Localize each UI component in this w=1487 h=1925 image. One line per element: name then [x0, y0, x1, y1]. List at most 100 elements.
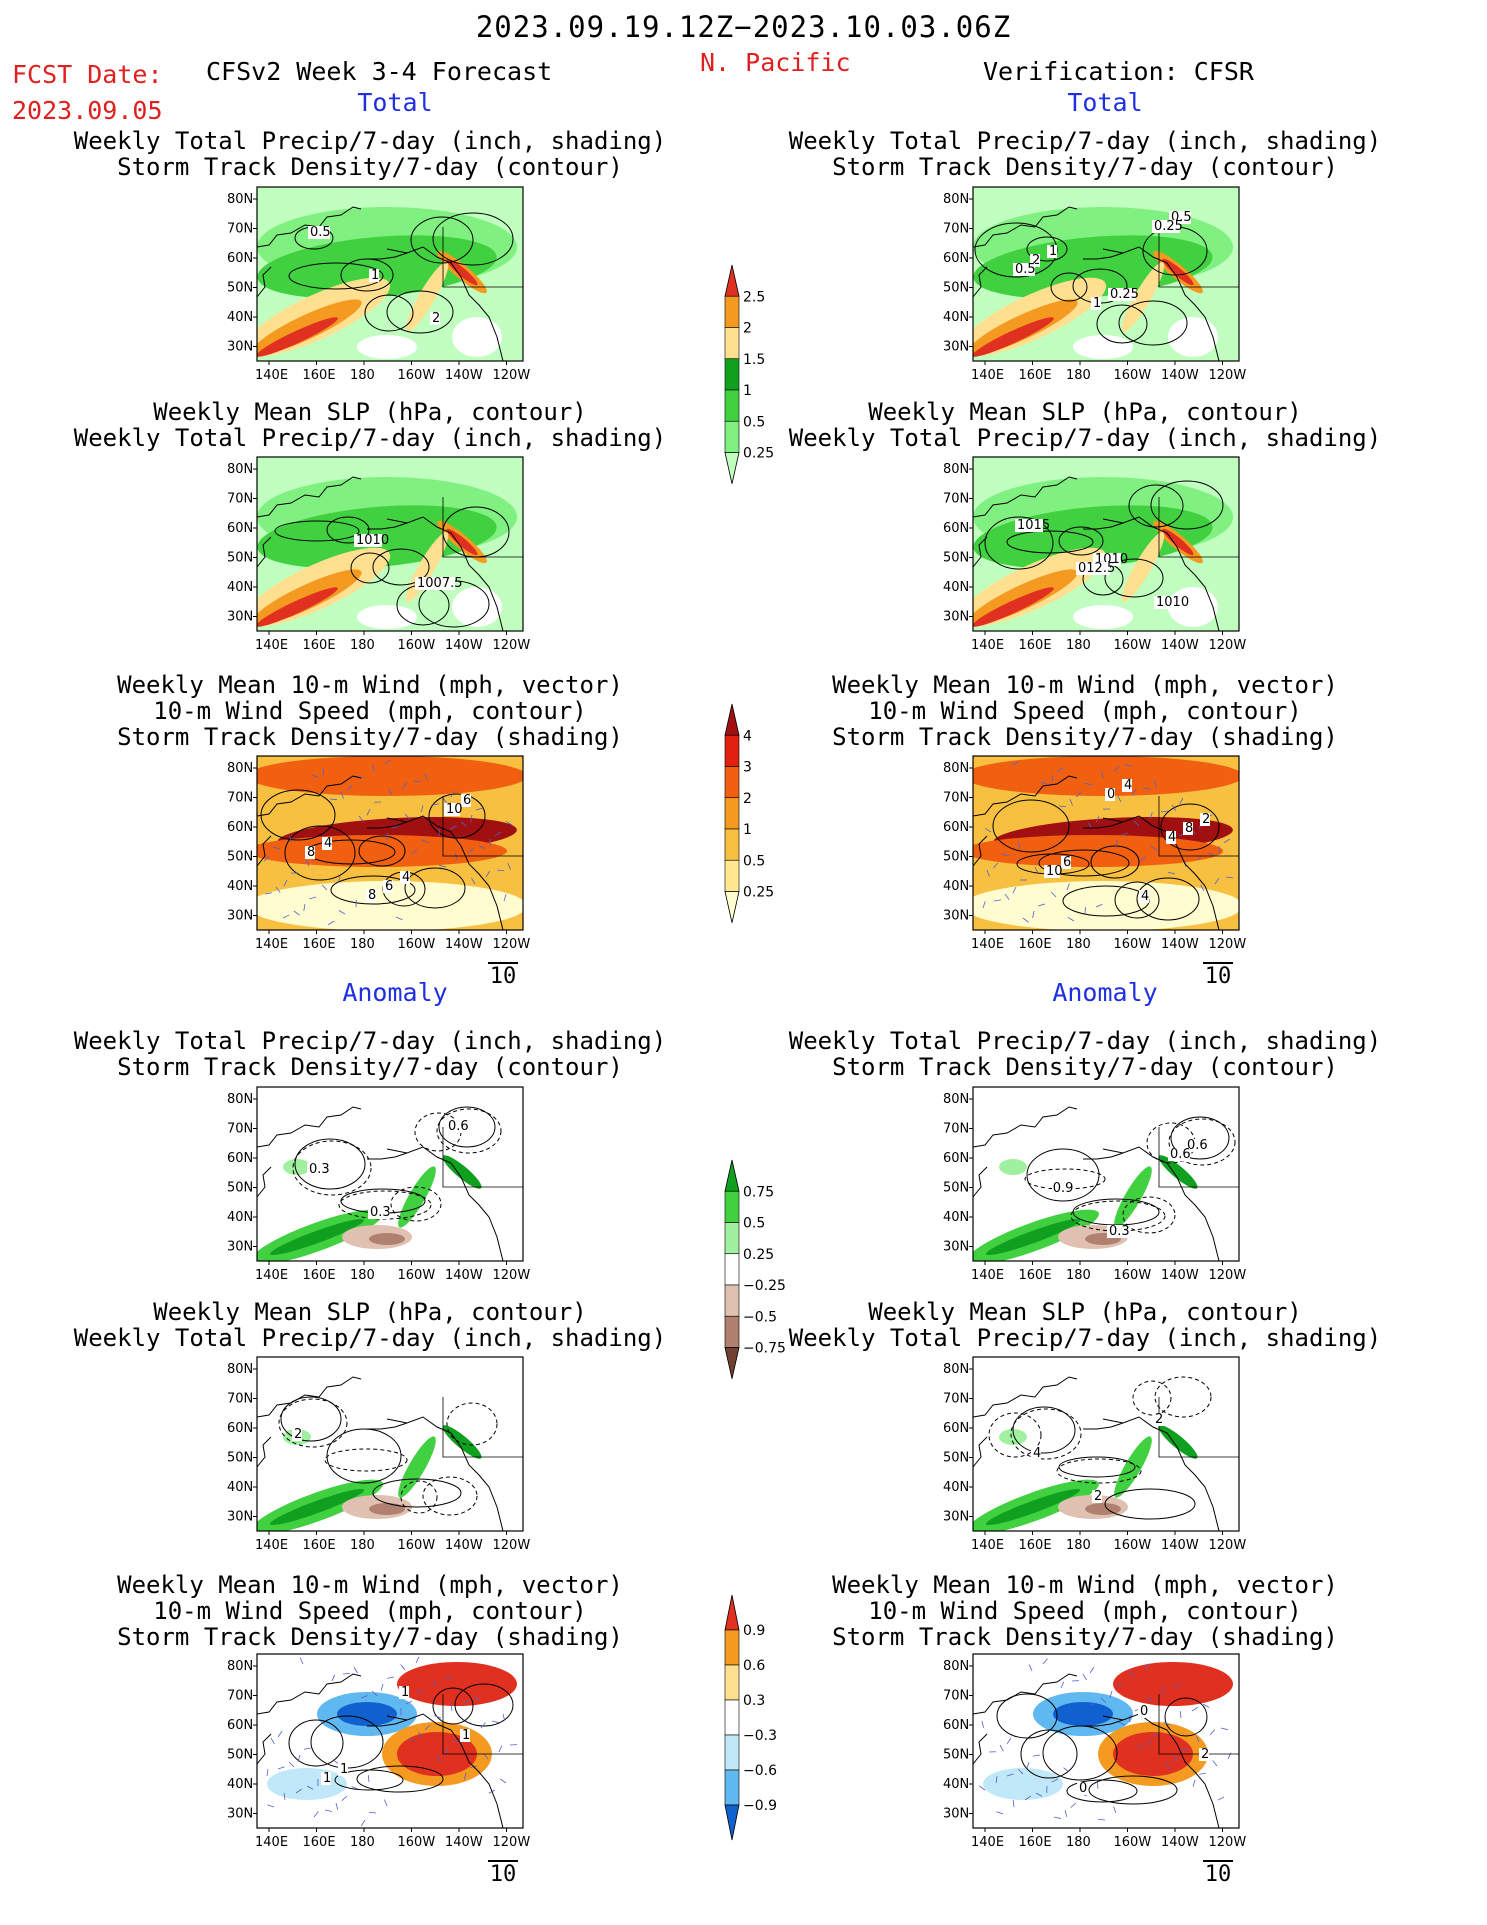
- wind-vector: [996, 1811, 1004, 1815]
- colorbar-segment: [724, 1629, 740, 1666]
- coastline-alaska: [1102, 1713, 1220, 1828]
- y-tick-label: 80N: [227, 462, 253, 477]
- contour-label-bg: [1108, 288, 1136, 301]
- wind-vector: [439, 865, 447, 868]
- coastline-alaska: [386, 1416, 504, 1531]
- wind-vector: [1212, 1760, 1218, 1767]
- coastline-japan: [973, 1436, 988, 1468]
- wind-vector: [1162, 1687, 1165, 1695]
- x-tick-label: 140W: [445, 1835, 483, 1850]
- aleutian-chain: [1083, 1422, 1124, 1430]
- contour-line: [1058, 1456, 1136, 1478]
- map-field: [257, 1357, 523, 1531]
- y-tick-label: 60N: [227, 251, 253, 266]
- wind-vector: [1076, 791, 1082, 798]
- colorbar-segment: [724, 1769, 740, 1806]
- wind-vector: [1034, 866, 1039, 874]
- wind-vector: [1100, 1697, 1107, 1704]
- wind-vector: [372, 764, 375, 772]
- wind-vector: [470, 814, 473, 822]
- wind-vector: [341, 1795, 348, 1801]
- anom-band: [398, 1436, 436, 1498]
- contour-label: 2: [294, 1427, 302, 1442]
- wind-vector: [277, 1766, 285, 1770]
- wind-vector: [1011, 761, 1019, 766]
- map-frame: [256, 456, 524, 632]
- colorbar-label: 0.25: [743, 885, 774, 901]
- wind-vector: [404, 813, 411, 820]
- x-tick-label: 140E: [255, 937, 288, 952]
- contour-label: 0.6: [448, 1119, 469, 1134]
- contour-line: [1012, 1406, 1076, 1454]
- wind-vector: [410, 849, 418, 855]
- contour-line: [410, 216, 474, 264]
- y-tick-label: 40N: [943, 879, 969, 894]
- contour-label-bg: [354, 534, 382, 547]
- wind-vector: [982, 901, 986, 909]
- wind-vector: [1173, 1684, 1181, 1688]
- wind-vector: [1022, 917, 1029, 923]
- x-tick-label: 140E: [255, 638, 288, 653]
- wind-vector: [1053, 1816, 1061, 1819]
- colorbar-label: 0.3: [743, 1693, 765, 1709]
- title-p10: Weekly Mean SLP (hPa, contour) Weekly Tot…: [788, 1298, 1382, 1352]
- wind-vector: [1144, 1663, 1149, 1671]
- x-tick-label: 160W: [1114, 1538, 1152, 1553]
- wind-vector: [1180, 1747, 1189, 1750]
- contour-line: [364, 294, 414, 332]
- colorbar-segment: [724, 1664, 740, 1701]
- contour-label-bg: [292, 1428, 302, 1441]
- wind-vector: [1089, 1666, 1095, 1674]
- contour-line: [436, 1108, 502, 1154]
- coastline-asia: [973, 1106, 1078, 1148]
- y-tick-label: 50N: [943, 1451, 969, 1466]
- contour-label-bg: [1139, 890, 1149, 903]
- contour-line: [284, 825, 356, 881]
- contour-line: [288, 1719, 344, 1767]
- contour-label-bg: [1154, 596, 1182, 609]
- wind-vector: [1124, 763, 1132, 768]
- coastline-alaska: [386, 1146, 504, 1261]
- x-tick-label: 140E: [971, 1268, 1004, 1283]
- x-tick-label: 140E: [255, 1538, 288, 1553]
- shade-max: [257, 317, 338, 357]
- contour-label-bg: [1122, 779, 1132, 792]
- colorbar-segment: [724, 295, 740, 328]
- x-tick-label: 160E: [303, 1268, 336, 1283]
- contour-line: [324, 1448, 408, 1472]
- coastline-japan: [257, 1733, 272, 1765]
- map-field: [973, 187, 1239, 361]
- x-tick-label: 160E: [1019, 1268, 1052, 1283]
- coastline-japan: [973, 835, 988, 867]
- x-tick-label: 140E: [971, 1835, 1004, 1850]
- x-tick-label: 160E: [303, 638, 336, 653]
- x-tick-label: 140W: [445, 1268, 483, 1283]
- wind-vector: [1220, 1727, 1228, 1731]
- title-p2: Weekly Total Precip/7-day (inch, shading…: [788, 127, 1382, 181]
- shade-band: [257, 835, 507, 867]
- aleutian-chain: [1083, 1152, 1124, 1160]
- contour-line: [1154, 1376, 1212, 1418]
- wind-vector: [322, 767, 325, 776]
- wind-vector: [1085, 782, 1093, 786]
- colorbar-top-arrow: [724, 264, 740, 297]
- shade-dry: [357, 335, 417, 359]
- wind-vector: [1069, 798, 1073, 806]
- wind-vector: [270, 1737, 275, 1745]
- anom-wet-small: [999, 1429, 1027, 1445]
- wind-vector: [313, 1811, 319, 1818]
- coastline-alaska: [386, 815, 504, 930]
- contour-line: [372, 1478, 462, 1508]
- wind-vector: [295, 1788, 302, 1794]
- border-line: [442, 227, 523, 288]
- x-tick-label: 160E: [303, 368, 336, 383]
- wind-vector: [384, 1799, 388, 1807]
- contour-line: [274, 520, 360, 542]
- y-tick-label: 50N: [227, 281, 253, 296]
- y-tick-label: 40N: [227, 1777, 253, 1792]
- y-tick-label: 30N: [227, 909, 253, 924]
- wind-vector: [1163, 1722, 1171, 1726]
